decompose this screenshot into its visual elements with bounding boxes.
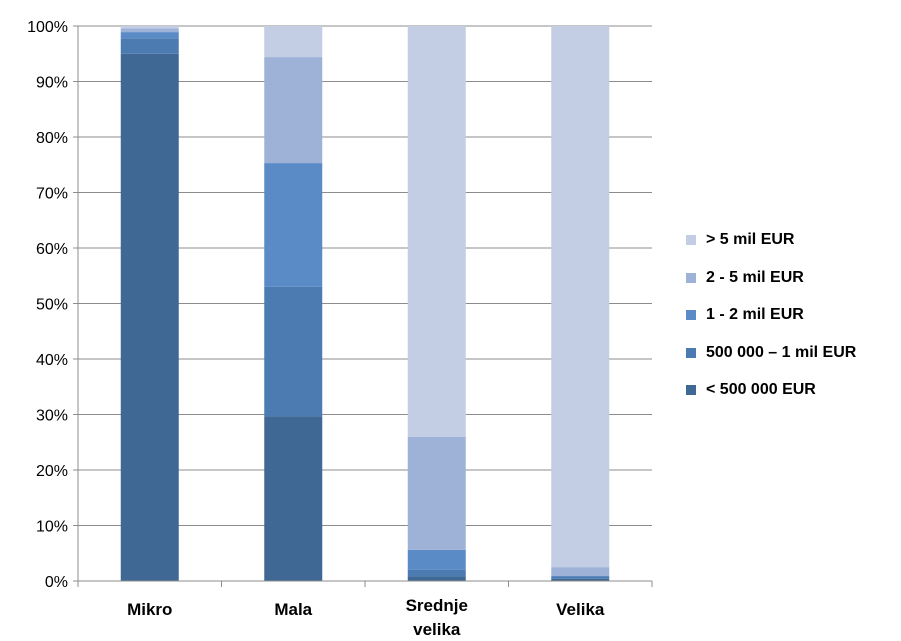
y-tick-label: 80%	[36, 130, 68, 147]
bars	[120, 26, 610, 581]
bar-segment	[407, 576, 466, 581]
bar-segment	[264, 26, 323, 58]
bar-segment	[551, 26, 610, 568]
legend-swatch	[686, 235, 696, 245]
legend-swatch	[686, 347, 696, 358]
legend-item: 500 000 – 1 mil EUR	[686, 341, 901, 365]
axes	[73, 25, 653, 587]
bar-segment	[264, 416, 323, 581]
y-tick-label: 70%	[36, 186, 68, 203]
legend-item: < 500 000 EUR	[686, 378, 901, 402]
x-category-label: Mikro	[127, 600, 172, 619]
legend-swatch	[686, 385, 696, 395]
legend-label: > 5 mil EUR	[706, 231, 795, 248]
y-tick-label: 20%	[36, 463, 68, 480]
bar-segment	[264, 286, 323, 417]
bar-segment	[407, 436, 466, 550]
bar-segment	[120, 26, 179, 29]
legend-item: > 5 mil EUR	[686, 228, 901, 252]
y-tick-label: 30%	[36, 408, 68, 425]
bar-segment	[551, 576, 610, 577]
y-axis-tick-labels: 0% 10% 20% 30% 40% 50% 60% 70% 80% 90% 100%	[27, 19, 68, 591]
legend: > 5 mil EUR 2 - 5 mil EUR 1 - 2 mil EUR 500…	[686, 228, 901, 416]
x-axis-category-labels: Mikro Mala Srednje velika Velika	[127, 596, 605, 639]
y-tick-label: 90%	[36, 75, 68, 92]
legend-swatch	[686, 310, 696, 320]
bar-segment	[264, 57, 323, 164]
bar-segment	[264, 163, 323, 287]
y-tick-label: 100%	[27, 19, 68, 36]
x-category-label: Velika	[556, 600, 605, 619]
legend-label: < 500 000 EUR	[706, 381, 816, 398]
bar-segment	[551, 576, 610, 579]
x-category-label: Mala	[274, 600, 312, 619]
y-tick-label: 40%	[36, 352, 68, 369]
bar-segment	[120, 28, 179, 33]
y-tick-label: 50%	[36, 297, 68, 314]
bar-segment	[407, 549, 466, 570]
legend-label: 1 - 2 mil EUR	[706, 306, 804, 323]
y-tick-label: 10%	[36, 519, 68, 536]
bar-segment	[407, 569, 466, 577]
bar-segment	[407, 26, 466, 437]
bar-segment	[120, 32, 179, 39]
bar-segment	[120, 38, 179, 54]
bar-segment	[551, 578, 610, 581]
bar-segment	[120, 53, 179, 581]
legend-item: 1 - 2 mil EUR	[686, 303, 901, 327]
y-tick-label: 0%	[45, 574, 68, 591]
x-category-label: Srednje velika	[406, 596, 468, 639]
legend-item: 2 - 5 mil EUR	[686, 266, 901, 290]
legend-swatch	[686, 272, 696, 283]
legend-label: 500 000 – 1 mil EUR	[706, 343, 857, 361]
legend-label: 2 - 5 mil EUR	[706, 268, 804, 286]
bar-segment	[551, 567, 610, 577]
y-tick-label: 60%	[36, 241, 68, 258]
